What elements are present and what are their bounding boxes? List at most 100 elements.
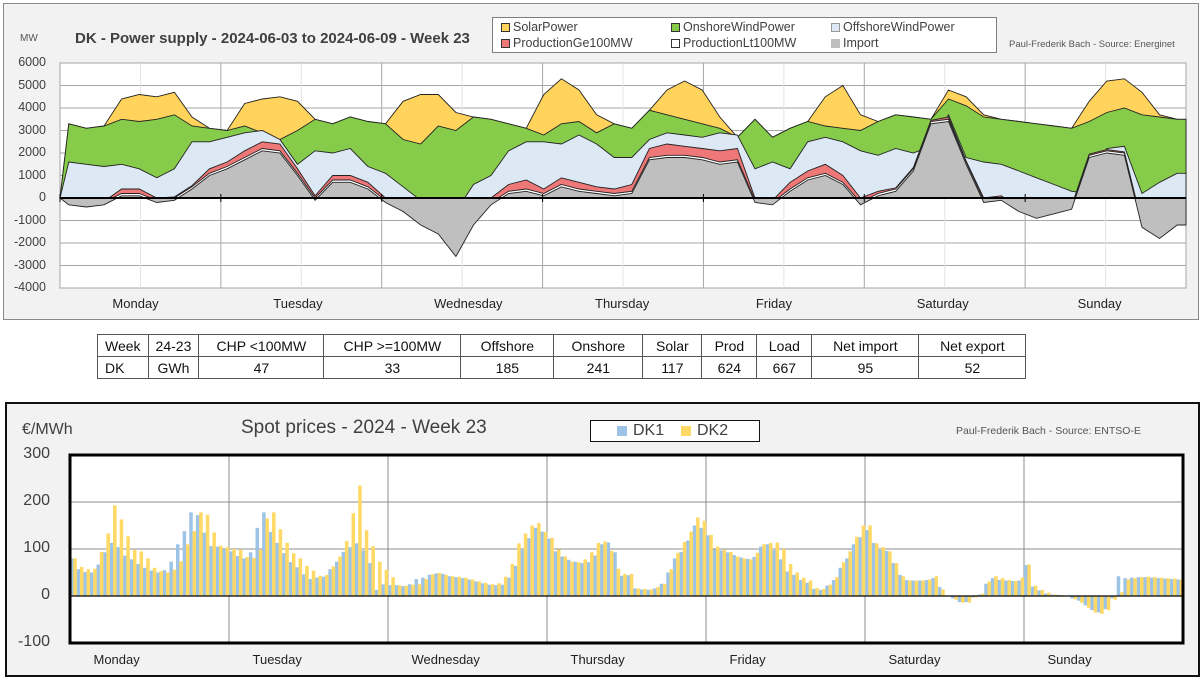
bar-dk1 <box>990 578 995 596</box>
legend-swatch <box>831 22 840 32</box>
bar-dk1 <box>971 596 975 598</box>
bar-dk1 <box>447 576 452 596</box>
bar-dk1 <box>580 563 584 596</box>
bar-dk1 <box>480 583 485 596</box>
legend-swatch <box>501 38 510 48</box>
table-header-row: Week 24-23 CHP <100MW CHP >=100MW Offsho… <box>97 334 1027 357</box>
bar-dk2 <box>669 569 674 596</box>
legend-label: OnshoreWindPower <box>683 20 795 34</box>
bar-dk2 <box>298 558 303 596</box>
y-tick-label: 6000 <box>18 55 46 69</box>
bar-dk1 <box>732 555 737 596</box>
bar-dk2 <box>1126 579 1131 596</box>
bar-dk1 <box>421 577 425 596</box>
bar-dk1 <box>427 574 432 596</box>
bar-dk1 <box>1030 586 1035 596</box>
bar-dk1 <box>1024 564 1028 596</box>
bar-dk2 <box>762 544 766 596</box>
bar-dk1 <box>1149 577 1154 596</box>
bar-dk1 <box>282 553 286 596</box>
price-credit: Paul-Frederik Bach - Source: ENTSO-E <box>956 425 1141 437</box>
bar-dk2 <box>1014 580 1018 596</box>
table-cell: 624 <box>701 356 758 379</box>
bar-dk2 <box>1113 596 1117 600</box>
day-label: Wednesday <box>434 296 503 311</box>
bar-dk1 <box>560 556 564 596</box>
table-cell: CHP <100MW <box>198 334 325 357</box>
table-cell: 241 <box>553 356 644 379</box>
bar-dk1 <box>818 589 823 596</box>
bar-dk2 <box>510 564 515 596</box>
bar-dk1 <box>1169 579 1174 596</box>
bar-dk2 <box>808 580 813 596</box>
bar-dk2 <box>742 558 746 596</box>
bar-dk1 <box>646 589 650 596</box>
bar-dk2 <box>99 551 104 596</box>
bar-dk2 <box>576 562 581 596</box>
bar-dk1 <box>858 537 862 596</box>
bar-dk2 <box>397 585 402 596</box>
y-tick-label: -2000 <box>14 235 46 249</box>
bar-dk2 <box>391 577 395 596</box>
bar-dk2 <box>987 581 992 596</box>
bar-dk2 <box>921 580 925 596</box>
bar-dk2 <box>802 577 806 596</box>
bar-dk2 <box>1159 577 1164 596</box>
bar-dk1 <box>666 572 670 596</box>
bar-dk1 <box>507 577 511 596</box>
bar-dk2 <box>1047 592 1051 596</box>
bar-dk2 <box>146 558 150 596</box>
bar-dk1 <box>136 564 140 596</box>
legend-label: OffshoreWindPower <box>843 20 955 34</box>
bar-dk1 <box>898 574 902 596</box>
bar-dk1 <box>865 530 869 596</box>
day-label: Sunday <box>1047 652 1092 667</box>
bar-dk2 <box>371 546 375 596</box>
bar-dk2 <box>556 549 561 596</box>
bar-dk1 <box>1163 578 1167 596</box>
bar-dk2 <box>517 543 521 596</box>
y-tick-label: -1000 <box>14 212 46 227</box>
legend-item-dk2: DK2 <box>681 422 728 440</box>
bar-dk2 <box>291 553 296 596</box>
bar-dk2 <box>941 589 945 596</box>
bar-dk1 <box>123 555 127 596</box>
bar-dk2 <box>821 588 826 596</box>
day-label: Monday <box>93 652 140 667</box>
bar-dk2 <box>272 512 276 596</box>
bar-dk1 <box>845 558 849 596</box>
bar-dk1 <box>984 583 988 596</box>
bar-dk2 <box>609 550 614 596</box>
bar-dk2 <box>881 547 886 596</box>
bar-dk1 <box>341 551 346 596</box>
bar-dk2 <box>550 537 554 596</box>
legend-label: DK2 <box>697 422 729 439</box>
bar-dk1 <box>255 527 260 596</box>
bar-dk2 <box>749 559 753 596</box>
bar-dk2 <box>358 485 362 596</box>
bar-dk2 <box>225 547 230 596</box>
bar-dk2 <box>755 552 760 596</box>
bar-dk1 <box>1096 596 1101 613</box>
bar-dk2 <box>828 584 833 596</box>
legend-item-dk1: DK1 <box>617 422 664 440</box>
bar-dk2 <box>79 566 84 596</box>
bar-dk2 <box>431 574 435 596</box>
bar-dk2 <box>689 531 693 596</box>
bar-dk2 <box>649 589 654 596</box>
bar-dk2 <box>1106 596 1111 611</box>
bar-dk1 <box>533 527 538 596</box>
bar-dk1 <box>871 542 876 596</box>
bar-dk2 <box>643 588 647 596</box>
bar-dk1 <box>328 569 332 596</box>
bar-dk2 <box>1040 589 1045 596</box>
bar-dk2 <box>788 564 793 596</box>
bar-dk1 <box>659 583 664 596</box>
price-chart-title: Spot prices - 2024 - Week 23 <box>241 417 487 438</box>
y-tick-label: -100 <box>17 633 50 650</box>
day-label: Saturday <box>916 296 969 311</box>
power-unit-label: MW <box>20 33 38 44</box>
bar-dk1 <box>653 588 657 596</box>
bar-dk2 <box>185 544 190 596</box>
